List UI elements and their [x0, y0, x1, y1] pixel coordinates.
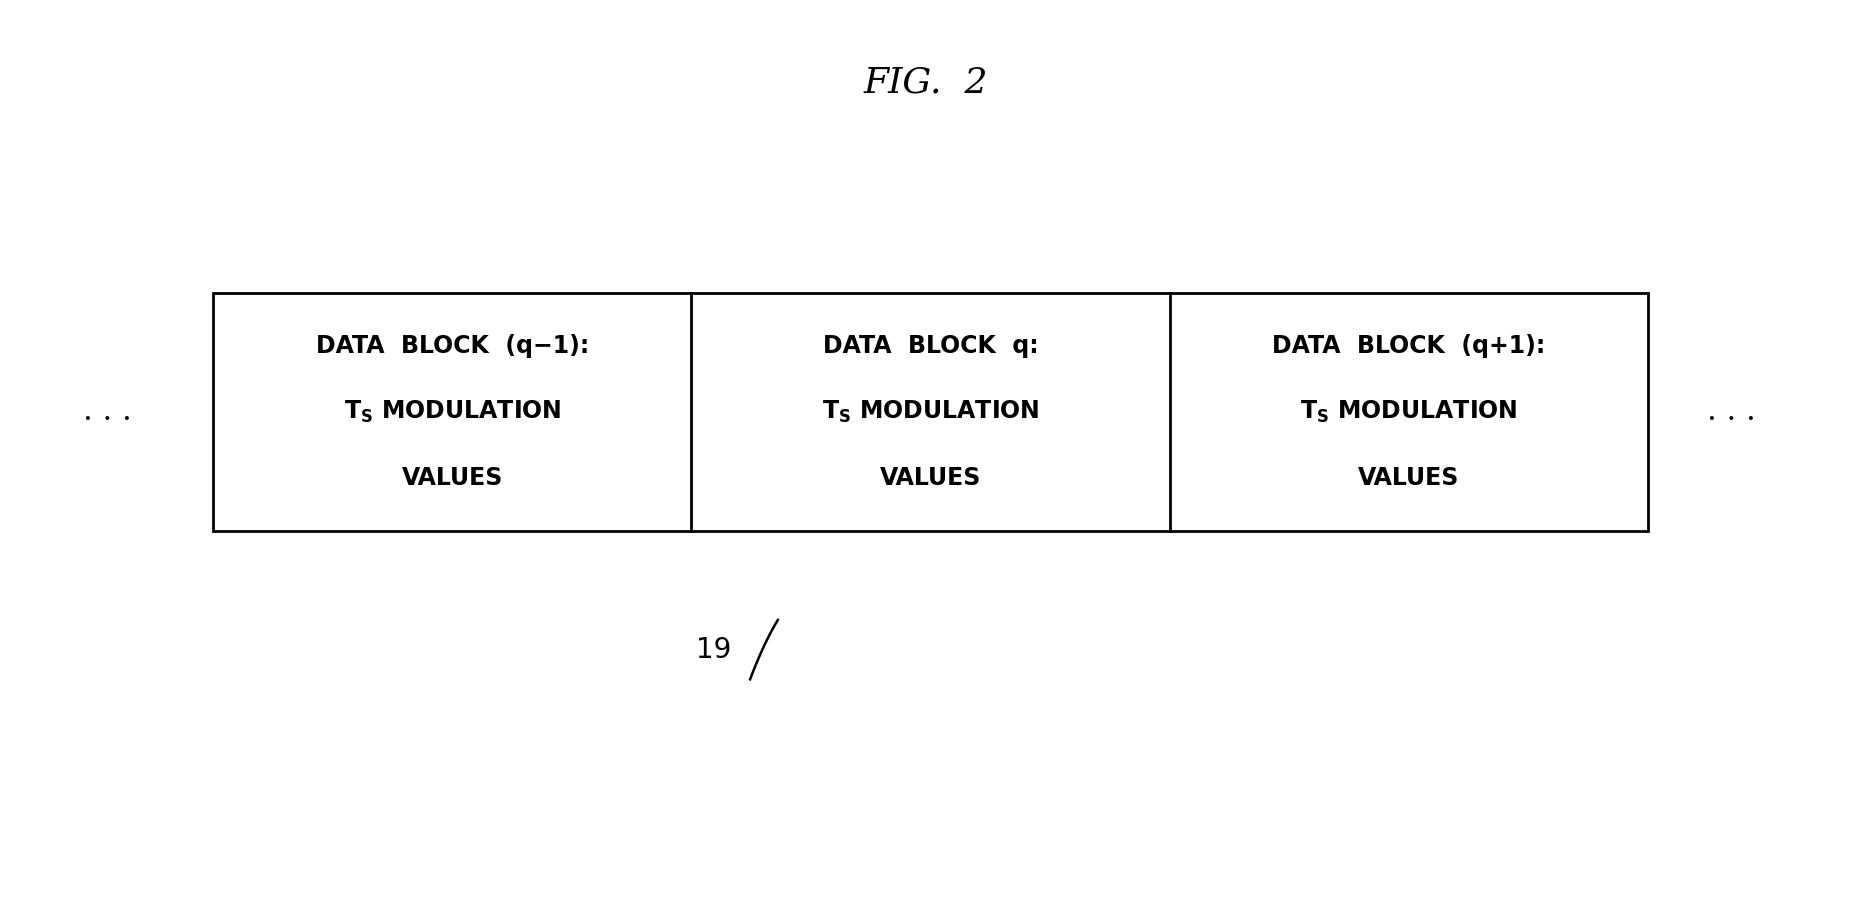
- Text: . . .: . . .: [1708, 396, 1756, 427]
- Text: FIG.  2: FIG. 2: [863, 65, 989, 100]
- Text: T$_{\mathbf{S}}$ MODULATION: T$_{\mathbf{S}}$ MODULATION: [344, 399, 561, 425]
- Text: T$_{\mathbf{S}}$ MODULATION: T$_{\mathbf{S}}$ MODULATION: [822, 399, 1039, 425]
- Text: DATA  BLOCK  (q+1):: DATA BLOCK (q+1):: [1272, 334, 1545, 358]
- Text: VALUES: VALUES: [880, 466, 982, 490]
- Text: VALUES: VALUES: [1358, 466, 1459, 490]
- Text: DATA  BLOCK  q:: DATA BLOCK q:: [822, 334, 1039, 358]
- Text: . . .: . . .: [83, 396, 131, 427]
- Text: VALUES: VALUES: [402, 466, 504, 490]
- Bar: [213, 293, 1648, 531]
- Text: T$_{\mathbf{S}}$ MODULATION: T$_{\mathbf{S}}$ MODULATION: [1300, 399, 1517, 425]
- Text: 19: 19: [696, 636, 732, 663]
- Text: DATA  BLOCK  (q−1):: DATA BLOCK (q−1):: [317, 334, 589, 358]
